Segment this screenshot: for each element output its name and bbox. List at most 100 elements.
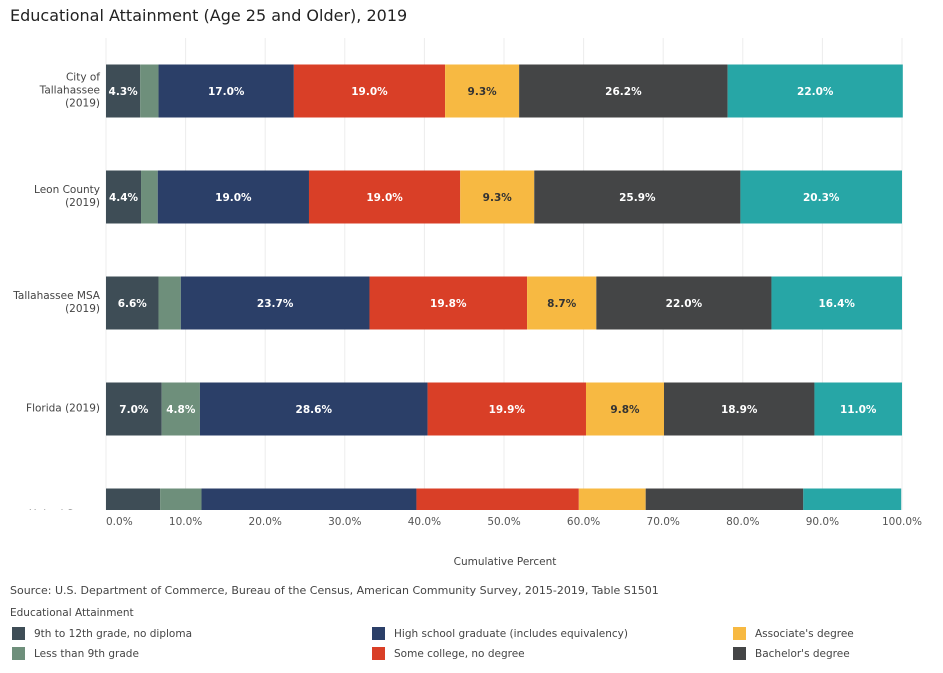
data-label: 19.0% bbox=[351, 86, 388, 98]
legend-label: Associate's degree bbox=[755, 627, 854, 640]
bar-segment bbox=[106, 170, 142, 224]
source-note: Source: U.S. Department of Commerce, Bur… bbox=[10, 584, 659, 597]
bar-segment bbox=[158, 64, 294, 118]
bar-segment bbox=[585, 382, 664, 436]
data-label: 17.0% bbox=[208, 86, 245, 98]
bar-segment bbox=[460, 170, 535, 224]
bar-segment bbox=[141, 170, 158, 224]
x-tick-label: 10.0% bbox=[169, 516, 202, 528]
legend-swatch bbox=[733, 647, 746, 660]
bar-segment bbox=[740, 170, 902, 224]
category-label: Florida (2019) bbox=[26, 402, 100, 415]
x-axis: 0.0% 10.0% 20.0% 30.0% 40.0% 50.0% 60.0% 70.0% 8… bbox=[106, 516, 922, 528]
x-tick-label: 70.0% bbox=[647, 516, 680, 528]
data-label: 22.0% bbox=[666, 298, 703, 310]
bar-segment bbox=[427, 382, 586, 436]
bar-segment bbox=[106, 382, 162, 436]
bar-segment bbox=[201, 488, 417, 510]
x-tick-label: 60.0% bbox=[567, 516, 600, 528]
data-label: 18.9% bbox=[721, 404, 758, 416]
bar-segment bbox=[106, 64, 141, 118]
x-tick-label: 40.0% bbox=[408, 516, 441, 528]
legend-label: High school graduate (includes equivalen… bbox=[394, 627, 628, 640]
bar-segment bbox=[803, 488, 902, 510]
data-label: 16.4% bbox=[819, 298, 856, 310]
legend-item: Associate's degree bbox=[733, 627, 854, 640]
bar-segment bbox=[180, 276, 370, 330]
chart-title: Educational Attainment (Age 25 and Older… bbox=[10, 6, 408, 25]
bar-segment bbox=[596, 276, 772, 330]
data-label: 28.6% bbox=[296, 404, 333, 416]
bar-segment bbox=[727, 64, 903, 118]
x-tick-label: 90.0% bbox=[806, 516, 839, 528]
legend-item: Bachelor's degree bbox=[733, 647, 850, 660]
legend-label: Bachelor's degree bbox=[755, 647, 850, 660]
data-label: 23.7% bbox=[257, 298, 294, 310]
data-label: 9.3% bbox=[483, 192, 513, 204]
bar-segment bbox=[157, 170, 309, 224]
bar-segment bbox=[519, 64, 728, 118]
data-label: 7.0% bbox=[119, 404, 149, 416]
data-label: 9.3% bbox=[468, 86, 498, 98]
x-tick-label: 50.0% bbox=[487, 516, 520, 528]
x-tick-label: 100.0% bbox=[882, 516, 922, 528]
legend-title: Educational Attainment bbox=[10, 607, 134, 619]
bar-segment bbox=[160, 488, 202, 510]
data-label: 22.0% bbox=[797, 86, 834, 98]
legend-item: 9th to 12th grade, no diploma bbox=[12, 627, 192, 640]
bar-segment bbox=[527, 276, 597, 330]
data-label: 6.6% bbox=[118, 298, 148, 310]
bar-segment bbox=[293, 64, 446, 118]
category-labels: City of Tallahassee (2019) Leon County (2… bbox=[0, 38, 943, 511]
category-label: Leon County (2019) bbox=[34, 184, 100, 209]
bar-segment bbox=[158, 276, 181, 330]
bar-segment bbox=[369, 276, 528, 330]
data-label: 19.0% bbox=[366, 192, 403, 204]
x-tick-label: 80.0% bbox=[726, 516, 759, 528]
x-tick-label: 30.0% bbox=[328, 516, 361, 528]
bar-segment bbox=[771, 276, 902, 330]
legend-label: Less than 9th grade bbox=[34, 647, 139, 660]
x-tick-label: 0.0% bbox=[106, 516, 133, 528]
bar-segment bbox=[416, 488, 579, 510]
legend-swatch bbox=[733, 627, 746, 640]
legend-label: 9th to 12th grade, no diploma bbox=[34, 627, 193, 640]
category-label: City of Tallahassee (2019) bbox=[39, 71, 100, 110]
bar-segment bbox=[663, 382, 815, 436]
legend-swatch bbox=[372, 627, 385, 640]
bar-segment bbox=[199, 382, 428, 436]
legend-label: Some college, no degree bbox=[394, 647, 525, 660]
legend-swatch bbox=[12, 627, 25, 640]
legend-swatch bbox=[372, 647, 385, 660]
bar-segment bbox=[106, 488, 161, 510]
data-label: 8.7% bbox=[547, 298, 577, 310]
legend-item: High school graduate (includes equivalen… bbox=[372, 627, 628, 640]
bar-segment bbox=[578, 488, 646, 510]
data-label: 4.3% bbox=[109, 86, 139, 98]
bar-segment bbox=[534, 170, 741, 224]
bar-segment bbox=[161, 382, 200, 436]
data-label: 11.0% bbox=[840, 404, 877, 416]
category-label: Tallahassee MSA (2019) bbox=[13, 290, 100, 315]
legend-item: Less than 9th grade bbox=[12, 647, 139, 660]
bar-segment bbox=[445, 64, 520, 118]
data-label: 19.9% bbox=[489, 404, 526, 416]
data-label: 19.8% bbox=[430, 298, 467, 310]
bar-segment bbox=[106, 276, 159, 330]
data-label: 25.9% bbox=[619, 192, 656, 204]
bar-segment bbox=[140, 64, 159, 118]
x-tick-label: 20.0% bbox=[249, 516, 282, 528]
data-label: 19.0% bbox=[215, 192, 252, 204]
data-label: 4.4% bbox=[109, 192, 139, 204]
category-label: United States bbox=[6, 509, 100, 511]
x-axis-title: Cumulative Percent bbox=[453, 556, 557, 568]
data-label: 9.8% bbox=[610, 404, 640, 416]
data-label: 20.3% bbox=[803, 192, 840, 204]
data-label: 26.2% bbox=[605, 86, 642, 98]
bar-segment bbox=[308, 170, 461, 224]
bar-segment bbox=[814, 382, 902, 436]
legend-swatch bbox=[12, 647, 25, 660]
bar-segment bbox=[645, 488, 804, 510]
